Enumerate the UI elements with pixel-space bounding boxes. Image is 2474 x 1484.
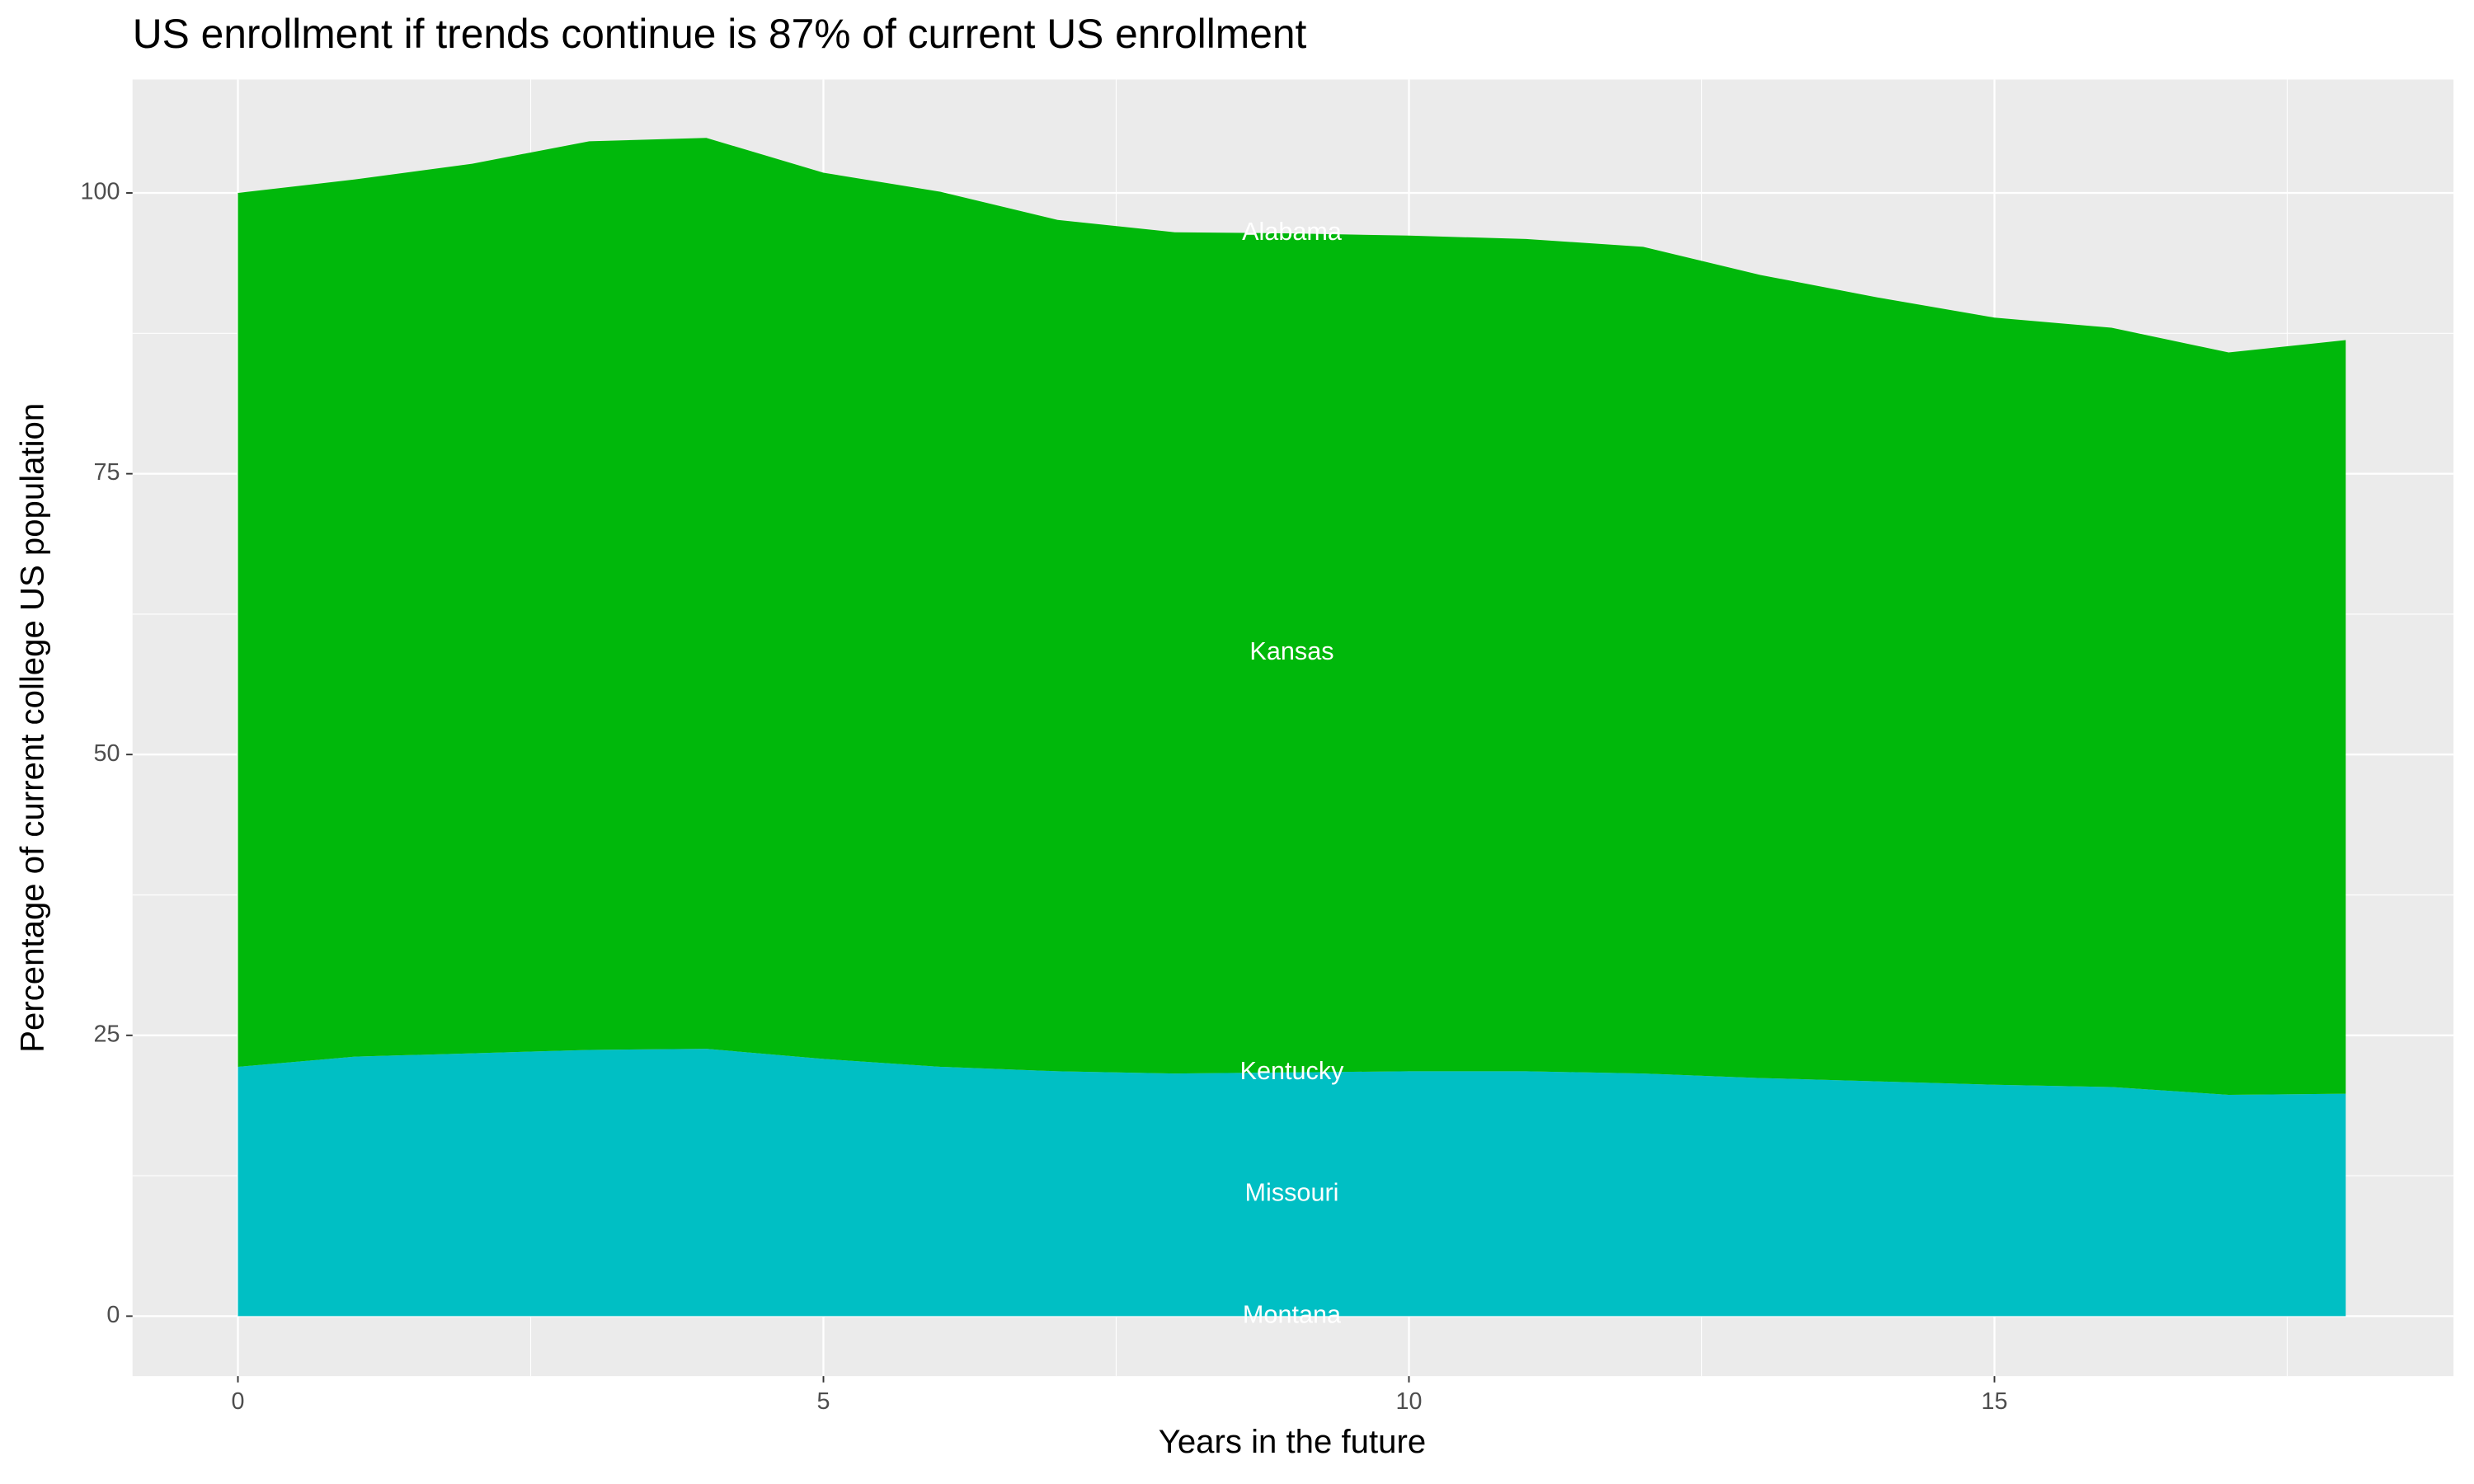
x-tick-label: 10 (1396, 1388, 1423, 1415)
x-tick-label: 5 (817, 1388, 830, 1415)
y-tick-label: 0 (106, 1302, 120, 1328)
chart-title: US enrollment if trends continue is 87% … (133, 11, 1307, 57)
area (238, 138, 2346, 1095)
area (238, 1049, 2346, 1317)
x-tick-label: 15 (1982, 1388, 2008, 1415)
series-label: Kentucky (1240, 1057, 1345, 1085)
x-axis-label: Years in the future (1159, 1423, 1426, 1460)
y-axis-label: Percentage of current college US populat… (14, 403, 51, 1053)
series-label: Kansas (1249, 637, 1333, 665)
y-tick-label: 75 (93, 459, 120, 486)
x-tick-label: 0 (232, 1388, 245, 1415)
y-tick-label: 100 (81, 179, 120, 205)
series-label: Montana (1243, 1300, 1342, 1328)
series-label: Missouri (1245, 1179, 1339, 1207)
y-tick-label: 50 (93, 740, 120, 767)
y-tick-label: 25 (93, 1021, 120, 1047)
axes: 0 5 10 15 0 25 50 75 100 (81, 179, 2008, 1416)
series-labels: Montana Missouri Kentucky Kansas Alabama (1240, 218, 1345, 1328)
series-label: Alabama (1242, 218, 1343, 246)
areas (238, 138, 2346, 1317)
